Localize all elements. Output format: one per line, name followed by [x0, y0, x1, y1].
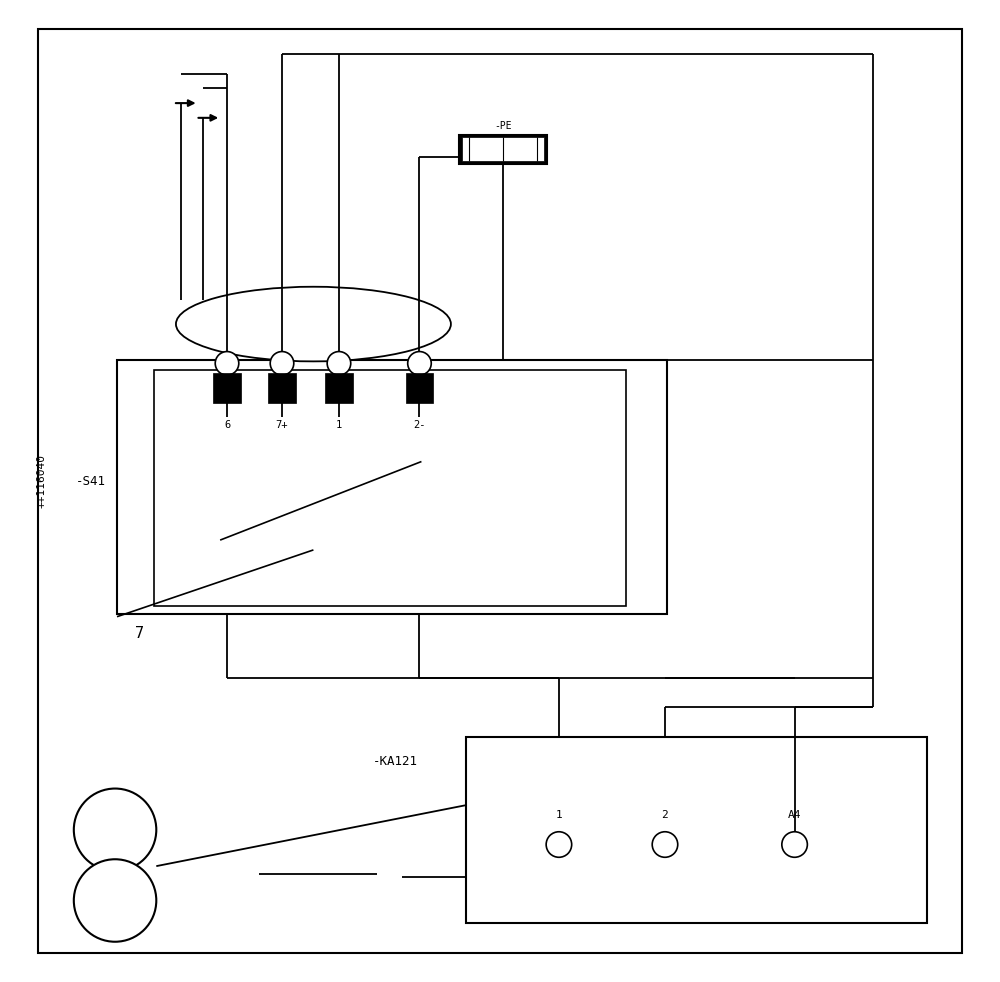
Circle shape [74, 789, 156, 871]
Text: 7+: 7+ [276, 420, 288, 430]
Text: -PE: -PE [494, 121, 512, 131]
Text: 1: 1 [556, 810, 562, 820]
Circle shape [215, 352, 239, 375]
Text: -S41: -S41 [76, 474, 106, 488]
Text: -KA121: -KA121 [372, 754, 417, 768]
Ellipse shape [176, 287, 451, 361]
Bar [325, 373, 353, 403]
Bar [462, 137, 544, 161]
Bar [154, 370, 626, 606]
Bar [459, 135, 547, 164]
Circle shape [782, 832, 807, 857]
Bar [268, 373, 296, 403]
Text: 2-: 2- [413, 420, 426, 430]
Circle shape [652, 832, 678, 857]
Bar [466, 736, 927, 923]
Circle shape [74, 859, 156, 942]
Circle shape [408, 352, 431, 375]
Text: 7: 7 [135, 626, 144, 641]
Circle shape [270, 352, 294, 375]
Text: ++116040: ++116040 [36, 455, 46, 508]
Circle shape [546, 832, 572, 857]
Text: 6: 6 [224, 420, 230, 430]
Bar [406, 373, 433, 403]
Text: A4: A4 [788, 810, 801, 820]
Text: 2: 2 [662, 810, 668, 820]
Bar [117, 360, 667, 614]
Text: 1: 1 [336, 420, 342, 430]
Bar [213, 373, 241, 403]
Circle shape [327, 352, 351, 375]
